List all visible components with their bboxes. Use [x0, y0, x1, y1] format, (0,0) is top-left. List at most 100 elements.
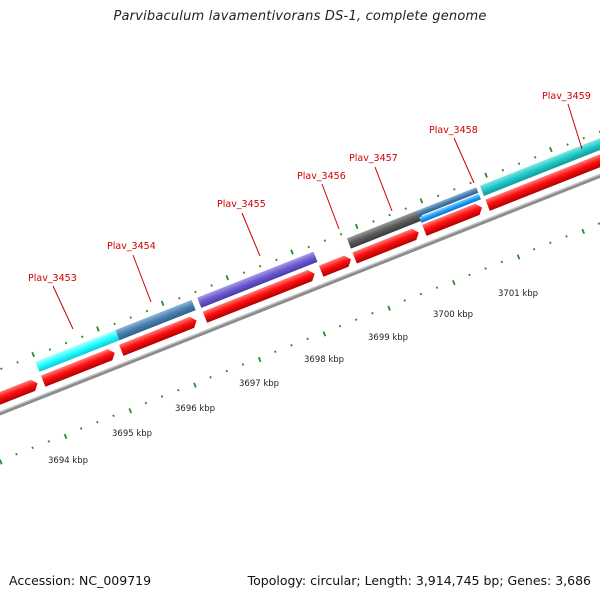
- feature-bar-plav-3458[interactable]: [416, 187, 479, 217]
- scale-label: 3694 kbp: [48, 456, 88, 466]
- minor-tick: [549, 241, 552, 245]
- cds-arrow[interactable]: [318, 254, 353, 277]
- minor-tick: [306, 337, 309, 341]
- minor-tick: [436, 194, 440, 198]
- feature-bar-plav-3458b[interactable]: [419, 193, 481, 223]
- minor-tick: [145, 309, 149, 313]
- minor-tick: [339, 232, 343, 236]
- minor-tick: [96, 420, 99, 424]
- minor-tick: [388, 213, 391, 217]
- minor-tick: [354, 318, 358, 321]
- minor-tick: [274, 350, 277, 353]
- major-tick: [484, 172, 488, 178]
- scale-label: 3698 kbp: [304, 355, 344, 365]
- minor-tick: [501, 168, 505, 172]
- page-title: Parvibaculum lavamentivorans DS-1, compl…: [113, 9, 487, 24]
- gene-label-plav-3459[interactable]: Plav_3459: [542, 91, 591, 102]
- cds-arrow[interactable]: [422, 202, 484, 236]
- minor-tick: [210, 284, 213, 287]
- cds-arrow[interactable]: [485, 143, 600, 211]
- minor-tick: [113, 322, 116, 326]
- feature-bar-plav-3453[interactable]: [35, 330, 120, 372]
- major-tick: [419, 198, 424, 204]
- feature-bar-plav-3455[interactable]: [197, 251, 318, 308]
- minor-tick: [453, 188, 456, 191]
- minor-tick: [144, 401, 148, 405]
- cds-arrow[interactable]: [119, 315, 199, 356]
- minor-tick: [597, 222, 600, 225]
- minor-tick: [0, 367, 3, 371]
- major-tick: [193, 382, 197, 388]
- minor-tick: [307, 245, 310, 249]
- cds-arrow[interactable]: [40, 347, 117, 387]
- minor-tick: [112, 414, 115, 418]
- minor-tick: [404, 207, 408, 210]
- feature-bar-plav-3459[interactable]: [479, 129, 600, 196]
- major-tick: [96, 326, 100, 332]
- minor-tick: [160, 395, 164, 398]
- scale-label: 3697 kbp: [239, 379, 279, 389]
- minor-tick: [241, 363, 245, 366]
- scale-label: 3696 kbp: [175, 404, 215, 414]
- cds-arrow[interactable]: [202, 268, 317, 323]
- major-tick: [387, 305, 391, 311]
- major-tick: [63, 433, 68, 440]
- minor-tick: [225, 369, 228, 373]
- minor-tick: [403, 299, 406, 302]
- minor-tick: [517, 162, 521, 166]
- major-tick: [549, 146, 553, 153]
- cds-arrow[interactable]: [352, 227, 421, 264]
- major-tick: [322, 331, 327, 337]
- minor-tick: [338, 324, 342, 328]
- minor-tick: [47, 440, 51, 443]
- feature-bar-plav-3454[interactable]: [115, 299, 196, 341]
- scale-label: 3695 kbp: [112, 429, 152, 439]
- minor-tick: [177, 388, 180, 392]
- major-tick: [128, 408, 133, 414]
- major-tick: [516, 254, 521, 260]
- major-tick: [354, 223, 359, 230]
- gene-label-plav-3457[interactable]: Plav_3457: [349, 153, 398, 164]
- outer-scale-ticks: [0, 130, 600, 371]
- major-tick: [290, 249, 294, 255]
- scale-label: 3699 kbp: [368, 333, 408, 343]
- minor-tick: [372, 220, 375, 223]
- inner-scale-ticks: [0, 222, 600, 465]
- minor-tick: [209, 376, 212, 379]
- minor-tick: [534, 156, 537, 159]
- minor-tick: [194, 290, 197, 294]
- major-tick: [257, 356, 262, 363]
- major-tick: [0, 459, 3, 465]
- minor-tick: [532, 247, 536, 251]
- gene-leader-lines: [52, 103, 583, 330]
- gene-label-plav-3454[interactable]: Plav_3454: [107, 241, 156, 252]
- minor-tick: [323, 239, 327, 242]
- minor-tick: [81, 335, 84, 338]
- minor-tick: [468, 273, 471, 277]
- major-tick: [160, 300, 165, 306]
- minor-tick: [582, 136, 585, 140]
- feature-bar-plav-3457[interactable]: [346, 209, 424, 249]
- minor-tick: [371, 312, 374, 315]
- minor-tick: [484, 267, 487, 270]
- scale-label: 3700 kbp: [433, 310, 473, 320]
- minor-tick: [79, 427, 83, 430]
- minor-tick: [258, 265, 262, 268]
- minor-tick: [290, 344, 293, 347]
- backbone: [0, 160, 600, 422]
- minor-tick: [178, 297, 181, 300]
- minor-tick: [500, 260, 504, 264]
- gene-label-plav-3455[interactable]: Plav_3455: [217, 199, 266, 210]
- minor-tick: [275, 258, 278, 262]
- gene-label-plav-3458[interactable]: Plav_3458: [429, 125, 478, 136]
- minor-tick: [15, 452, 18, 456]
- minor-tick: [64, 341, 68, 345]
- scale-label: 3701 kbp: [498, 289, 538, 299]
- minor-tick: [242, 271, 246, 274]
- gene-label-plav-3456[interactable]: Plav_3456: [297, 171, 346, 182]
- gene-label-plav-3453[interactable]: Plav_3453: [28, 273, 77, 284]
- cds-arrow[interactable]: [0, 378, 40, 413]
- minor-tick: [129, 316, 132, 319]
- major-tick: [452, 279, 456, 286]
